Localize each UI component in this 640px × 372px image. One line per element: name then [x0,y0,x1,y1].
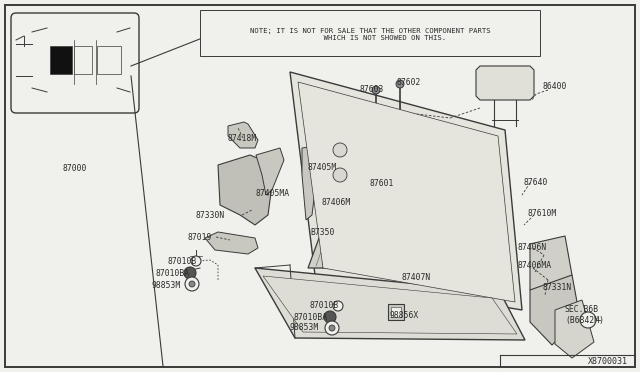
Polygon shape [228,122,258,148]
Circle shape [333,301,343,311]
FancyBboxPatch shape [200,10,540,56]
Circle shape [324,311,336,323]
Polygon shape [263,276,517,334]
Text: 87019: 87019 [188,232,212,241]
Text: SEC.B6B
(B6842M): SEC.B6B (B6842M) [565,305,604,325]
Text: 87010B: 87010B [168,257,197,266]
Bar [388,304,404,320]
Bar [74,46,92,74]
Bar [97,46,121,74]
Circle shape [333,168,347,182]
Text: 87640: 87640 [524,177,548,186]
Polygon shape [205,232,258,254]
Text: 87602: 87602 [397,77,421,87]
Text: X8700031: X8700031 [588,356,628,366]
Circle shape [185,277,199,291]
Text: 87601: 87601 [370,179,394,187]
Polygon shape [476,66,534,100]
Text: 87406N: 87406N [518,243,547,251]
Text: 98856X: 98856X [390,311,419,320]
Text: B7350: B7350 [310,228,334,237]
Text: 87603: 87603 [360,84,385,93]
FancyBboxPatch shape [11,13,139,113]
Polygon shape [302,146,318,220]
Text: 87406M: 87406M [322,198,351,206]
Bar [391,307,401,317]
Circle shape [329,325,335,331]
Text: 87610M: 87610M [528,208,557,218]
Text: 98853M: 98853M [152,280,181,289]
Text: 87330N: 87330N [196,211,225,219]
Polygon shape [290,72,522,310]
Text: 87010BA: 87010BA [294,312,328,321]
Text: 87331N: 87331N [543,283,572,292]
Text: 86400: 86400 [543,81,568,90]
Text: 87406MA: 87406MA [518,260,552,269]
Bar [50,46,72,74]
Text: 87405MA: 87405MA [255,189,289,198]
Circle shape [325,321,339,335]
Text: NOTE; IT IS NOT FOR SALE THAT THE OTHER COMPONENT PARTS
       WHICH IS NOT SHOW: NOTE; IT IS NOT FOR SALE THAT THE OTHER … [250,28,490,41]
Text: 87010B: 87010B [310,301,339,311]
Circle shape [184,267,196,279]
Text: 87010BA: 87010BA [155,269,189,278]
Polygon shape [308,230,402,268]
Circle shape [580,312,596,328]
Polygon shape [555,300,594,358]
Text: 87405M: 87405M [308,163,337,171]
Text: 87000: 87000 [62,164,86,173]
Polygon shape [530,275,580,345]
Polygon shape [530,236,572,310]
Circle shape [372,86,380,94]
Circle shape [189,281,195,287]
Text: 98853M: 98853M [290,324,319,333]
Circle shape [191,256,201,266]
Circle shape [333,143,347,157]
Polygon shape [218,155,272,225]
Polygon shape [298,82,515,302]
Polygon shape [255,268,525,340]
Text: 87407N: 87407N [402,273,431,282]
Text: 87418M: 87418M [228,134,257,142]
Polygon shape [256,148,284,195]
Circle shape [396,80,404,88]
